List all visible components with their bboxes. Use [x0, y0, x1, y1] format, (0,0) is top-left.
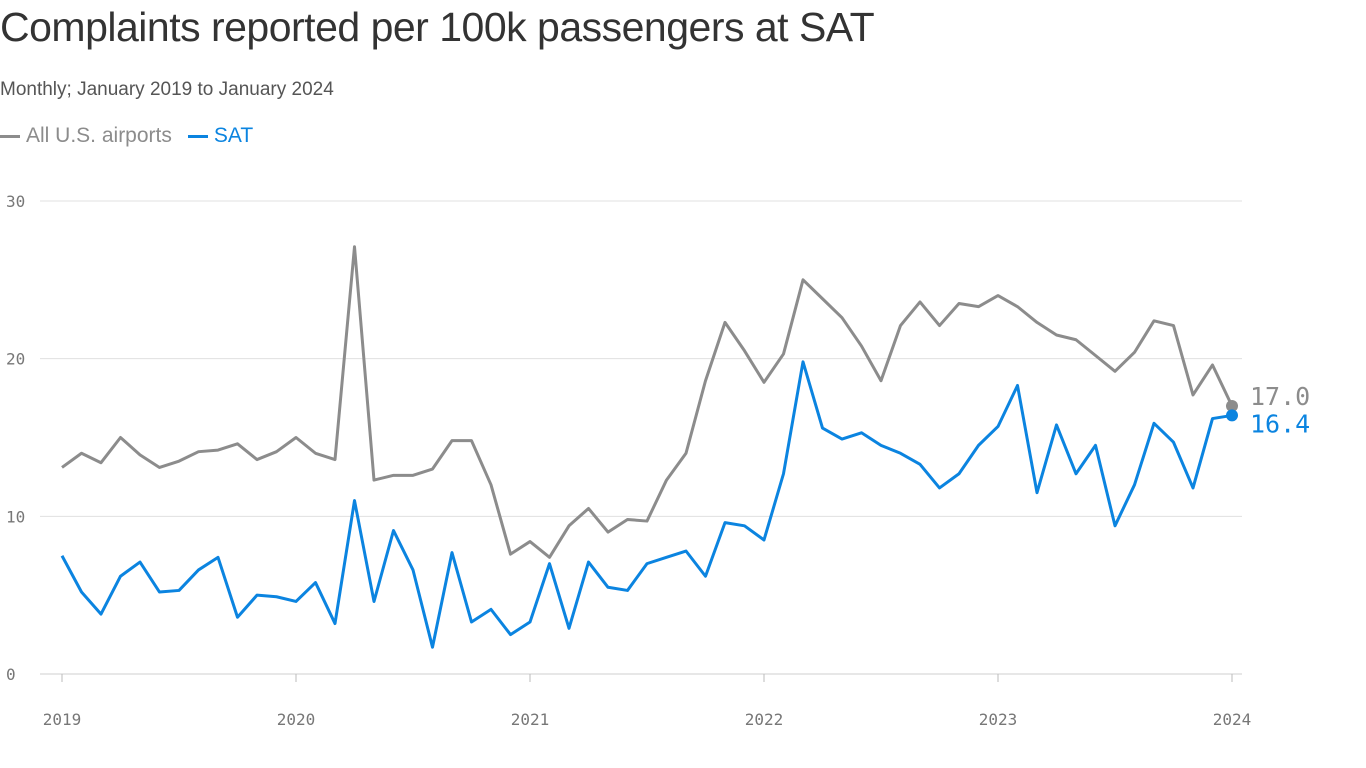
x-tick-label: 2023: [979, 710, 1018, 729]
x-tick-label: 2024: [1213, 710, 1252, 729]
x-tick-label: 2019: [43, 710, 82, 729]
series-line-all-airports: [61, 245, 1234, 559]
x-tick-label: 2021: [511, 710, 550, 729]
y-tick-label: 20: [6, 350, 25, 369]
chart-subtitle: Monthly; January 2019 to January 2024: [0, 79, 334, 100]
legend-item-sat: SAT: [187, 124, 254, 148]
chart-title: Complaints reported per 100k passengers …: [0, 4, 875, 50]
legend-swatch: [0, 134, 20, 138]
end-value-label: 16.4: [1250, 409, 1310, 438]
legend-label: All U.S. airports: [26, 124, 172, 147]
legend: All U.S. airports SAT: [0, 124, 253, 148]
y-tick-label: 10: [6, 507, 25, 526]
legend-item-all-airports: All U.S. airports: [0, 124, 172, 148]
y-tick-label: 30: [6, 192, 25, 211]
x-tick-label: 2022: [745, 710, 784, 729]
x-tick-label: 2020: [277, 710, 316, 729]
legend-label: SAT: [213, 124, 254, 147]
series-line-sat: [60, 360, 1233, 649]
legend-swatch: [187, 134, 208, 138]
data-point: [1226, 399, 1238, 412]
y-tick-label: 0: [6, 665, 16, 684]
end-value-label: 17.0: [1250, 382, 1310, 411]
data-point: [1226, 409, 1238, 422]
